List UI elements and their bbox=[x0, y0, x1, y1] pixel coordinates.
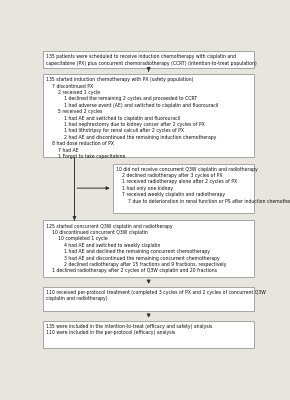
FancyBboxPatch shape bbox=[43, 74, 254, 157]
Text: 10 did not receive concurrent Q3W cisplatin and radiotherapy
    2 declined radi: 10 did not receive concurrent Q3W cispla… bbox=[116, 166, 290, 204]
FancyBboxPatch shape bbox=[113, 164, 254, 213]
Text: 110 received per-protocol treatment (completed 3 cycles of PX and 2 cycles of co: 110 received per-protocol treatment (com… bbox=[46, 290, 266, 301]
FancyBboxPatch shape bbox=[43, 320, 254, 348]
Text: 135 patients were scheduled to receive induction chemotherapy with cisplatin and: 135 patients were scheduled to receive i… bbox=[46, 54, 257, 66]
Text: 125 started concurrent Q3W cisplatin and radiotherapy
    10 discontinued concur: 125 started concurrent Q3W cisplatin and… bbox=[46, 224, 227, 273]
FancyBboxPatch shape bbox=[43, 51, 254, 68]
FancyBboxPatch shape bbox=[43, 220, 254, 278]
Text: 135 were included in the intention-to-treat (efficacy and safety) analysis
110 w: 135 were included in the intention-to-tr… bbox=[46, 324, 213, 335]
Text: 135 started induction chemotherapy with PX (safety population)
    7 discontinue: 135 started induction chemotherapy with … bbox=[46, 77, 219, 159]
FancyBboxPatch shape bbox=[43, 287, 254, 311]
